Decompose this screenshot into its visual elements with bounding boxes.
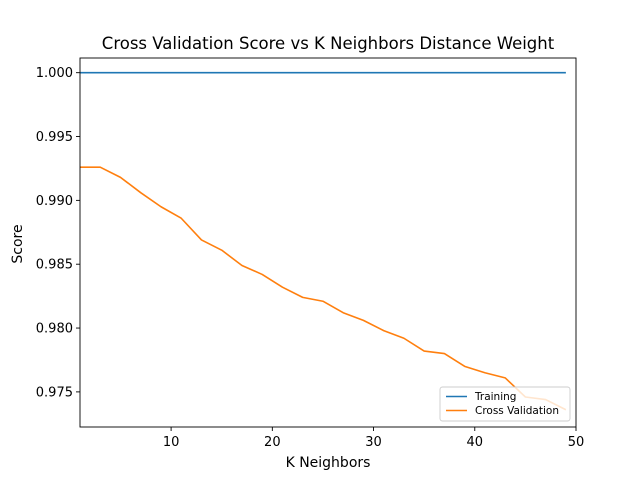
y-tick-label: 0.985 bbox=[36, 258, 73, 273]
legend: Training Cross Validation bbox=[439, 386, 571, 422]
y-tick-label: 0.990 bbox=[36, 194, 73, 209]
y-tick-label: 0.995 bbox=[36, 130, 73, 145]
y-tick-label: 0.975 bbox=[36, 385, 73, 400]
axes-layer: 10 20 30 40 50 0.975 0.980 0.985 0.990 0.995 1.000 bbox=[36, 57, 585, 450]
y-axis-label: Score bbox=[10, 224, 26, 263]
x-tick-label: 40 bbox=[467, 435, 484, 450]
x-tick-label: 10 bbox=[163, 435, 180, 450]
legend-box bbox=[439, 386, 571, 422]
legend-label-1: Training bbox=[474, 391, 516, 403]
plot-frame bbox=[79, 57, 577, 428]
x-tick-label: 50 bbox=[568, 435, 585, 450]
chart-title: Cross Validation Score vs K Neighbors Di… bbox=[102, 34, 555, 53]
y-tick-label: 0.980 bbox=[36, 322, 73, 337]
x-axis-label: K Neighbors bbox=[286, 455, 371, 471]
series-layer bbox=[80, 71, 567, 411]
y-tick-label: 1.000 bbox=[36, 66, 73, 81]
legend-label-2: Cross Validation bbox=[475, 405, 559, 417]
x-tick-label: 30 bbox=[365, 435, 382, 450]
x-tick-label: 20 bbox=[264, 435, 281, 450]
series-line-2 bbox=[80, 166, 567, 411]
